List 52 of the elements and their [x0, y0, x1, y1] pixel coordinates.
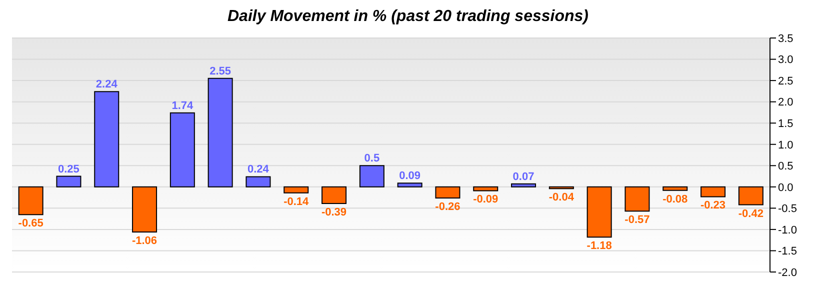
bar: [359, 165, 384, 188]
bar: [208, 78, 233, 188]
bar: [170, 112, 195, 188]
bar: [473, 186, 498, 192]
y-tick-label: 3.5: [778, 32, 794, 45]
chart-title: Daily Movement in % (past 20 trading sessions): [226, 8, 590, 27]
bar: [284, 186, 309, 194]
data-label: 1.74: [172, 100, 194, 112]
y-tick-label: 0.5: [778, 160, 794, 173]
data-label: 2.55: [210, 65, 232, 78]
y-tick-label: -1.5: [778, 246, 797, 258]
bar: [322, 186, 347, 204]
data-label: -0.14: [284, 196, 310, 208]
bar: [397, 182, 422, 188]
data-label: -0.57: [624, 214, 650, 226]
data-label: -0.09: [473, 194, 498, 206]
y-tick-label: 3.0: [778, 54, 794, 66]
y-tick-label: -2.0: [778, 266, 797, 279]
data-label: -1.18: [586, 240, 612, 252]
bar: [738, 186, 764, 206]
data-label: 0.5: [364, 152, 380, 165]
data-label: -0.08: [662, 193, 688, 206]
data-label: -0.04: [548, 192, 575, 204]
bar: [246, 176, 271, 188]
data-label: 0.07: [512, 170, 534, 183]
y-tick-label: 1.0: [778, 139, 794, 152]
bar: [624, 186, 650, 212]
bar: [662, 186, 688, 191]
data-label: -0.26: [435, 200, 460, 213]
bar: [56, 176, 82, 188]
bar: [435, 186, 460, 198]
y-tick-label: -0.5: [778, 203, 797, 216]
data-label: 0.25: [58, 163, 80, 176]
data-label: 2.24: [96, 78, 118, 91]
y-tick-label: 2.5: [778, 75, 794, 88]
bar: [132, 186, 158, 233]
y-tick-label: -1.0: [778, 224, 797, 236]
data-label: -0.23: [700, 200, 726, 212]
data-label: -1.06: [132, 235, 158, 248]
bar: [18, 186, 44, 216]
data-label: 0.09: [399, 170, 421, 182]
data-label: 0.24: [248, 164, 270, 176]
bar: [700, 186, 726, 198]
y-tick-label: 0.0: [778, 182, 794, 194]
data-label: -0.65: [18, 218, 44, 230]
bar: [94, 91, 120, 188]
bar: [586, 186, 612, 238]
y-tick-label: 2.0: [778, 96, 794, 109]
data-label: -0.42: [738, 208, 764, 220]
y-tick-label: 1.5: [778, 118, 794, 130]
data-label: -0.39: [321, 206, 347, 218]
bar: [511, 183, 536, 188]
